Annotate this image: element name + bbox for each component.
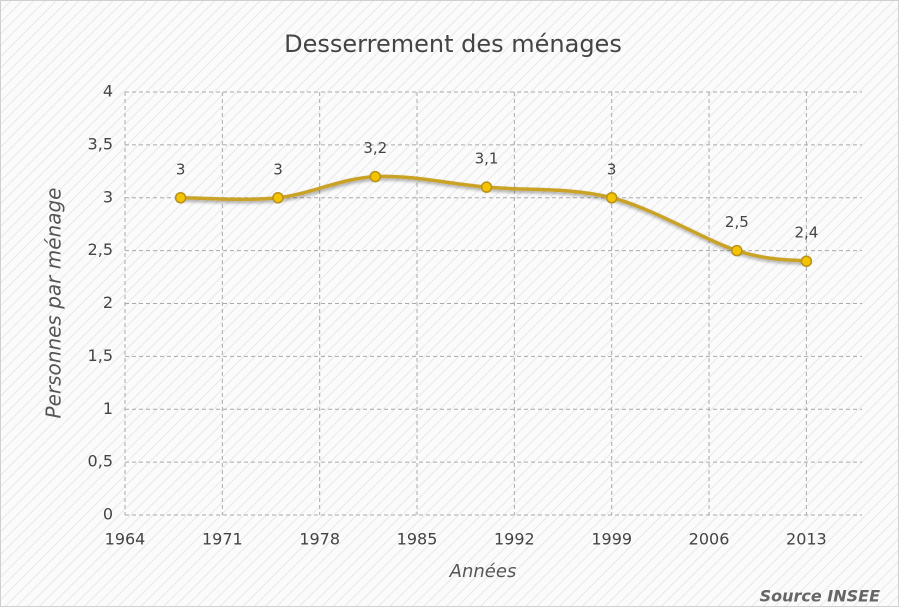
chart-title: Desserrement des ménages [284, 30, 622, 58]
x-tick-label: 1985 [397, 530, 438, 549]
data-label: 3 [176, 160, 186, 178]
x-tick-label: 1971 [202, 530, 243, 549]
x-tick-label: 1978 [299, 530, 340, 549]
data-label: 2,5 [725, 213, 749, 231]
marker [800, 255, 813, 267]
data-label: 2,4 [794, 224, 818, 242]
x-tick-label: 1964 [105, 530, 146, 549]
y-tick-label: 0 [103, 505, 113, 524]
x-tick-label: 1992 [494, 530, 535, 549]
y-tick-label: 1 [103, 399, 113, 418]
x-tick-label: 1999 [591, 530, 632, 549]
marker [605, 192, 618, 204]
marker [480, 181, 493, 193]
y-tick-label: 1,5 [88, 346, 113, 365]
y-axis-label: Personnes par ménage [42, 188, 66, 419]
data-label: 3,2 [363, 139, 387, 157]
data-label: 3,1 [475, 150, 499, 168]
x-tick-label: 2006 [689, 530, 730, 549]
y-tick-label: 3 [103, 187, 113, 206]
x-axis-label: Années [449, 561, 517, 582]
marker [369, 170, 382, 183]
marker [174, 192, 187, 204]
y-tick-label: 0,5 [88, 452, 113, 471]
y-tick-label: 2,5 [88, 240, 113, 259]
data-label: 3 [607, 160, 617, 178]
y-tick-label: 3,5 [88, 134, 113, 153]
y-tick-label: 2 [103, 293, 113, 312]
y-tick-label: 4 [103, 82, 113, 101]
source: Source INSEE [760, 587, 881, 606]
marker [272, 192, 284, 204]
data-label: 3 [273, 160, 283, 178]
x-tick-label: 2013 [786, 530, 827, 549]
marker [731, 244, 743, 257]
